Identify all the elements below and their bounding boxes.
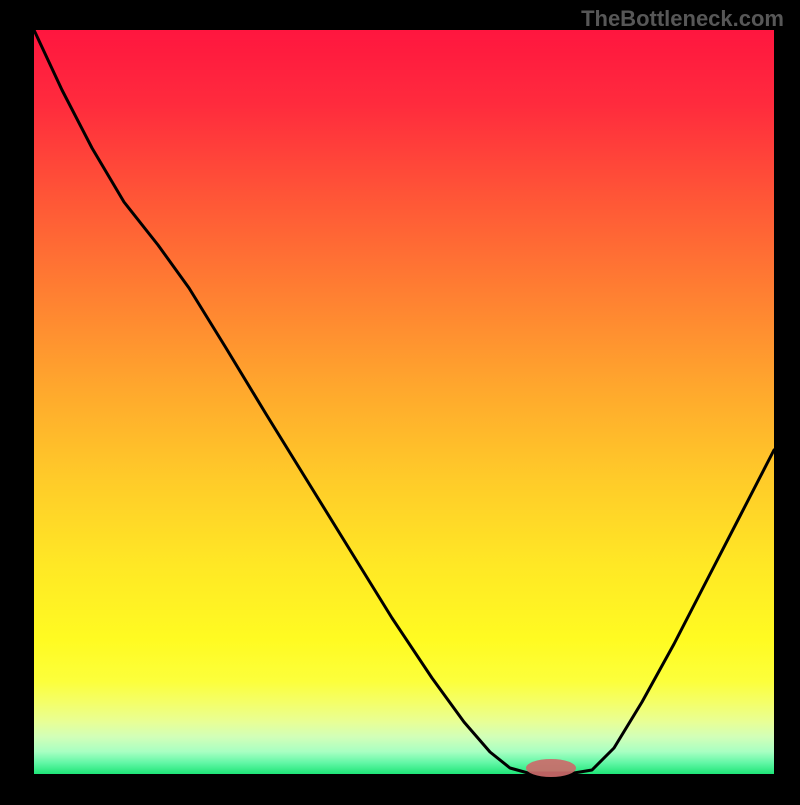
bottleneck-chart xyxy=(0,0,800,800)
watermark-text: TheBottleneck.com xyxy=(581,6,784,32)
optimal-zone-marker xyxy=(526,759,576,777)
chart-container: { "watermark": "TheBottleneck.com", "cha… xyxy=(0,0,800,800)
